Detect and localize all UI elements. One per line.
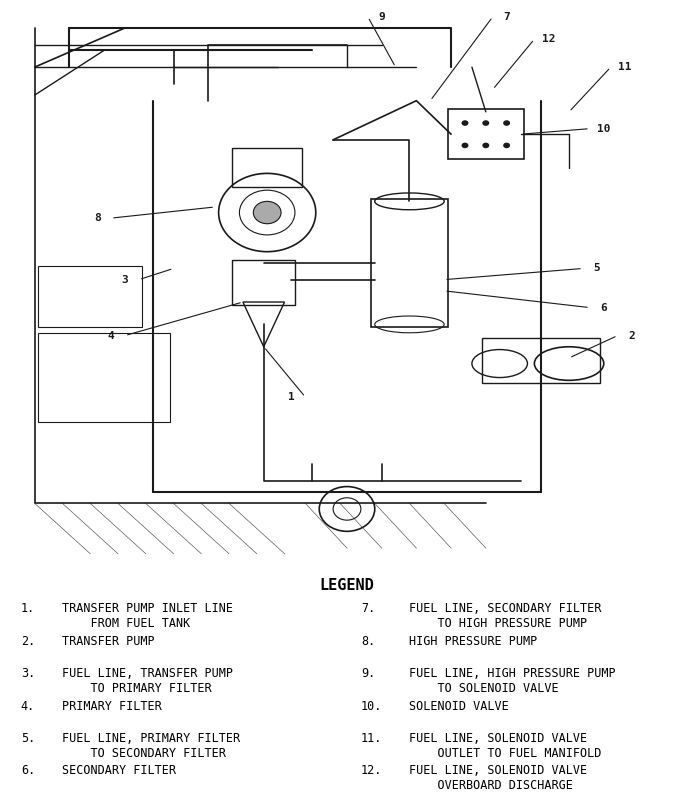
Text: FUEL LINE, HIGH PRESSURE PUMP
    TO SOLENOID VALVE: FUEL LINE, HIGH PRESSURE PUMP TO SOLENOI… (409, 667, 616, 695)
Text: TRANSFER PUMP INLET LINE
    FROM FUEL TANK: TRANSFER PUMP INLET LINE FROM FUEL TANK (62, 602, 233, 630)
Text: 1.: 1. (21, 602, 35, 615)
Text: LEGEND: LEGEND (320, 578, 374, 594)
Text: 8.: 8. (361, 634, 375, 648)
Text: 1: 1 (288, 392, 295, 402)
Text: 10: 10 (597, 124, 611, 133)
Text: FUEL LINE, SOLENOID VALVE
    OVERBOARD DISCHARGE: FUEL LINE, SOLENOID VALVE OVERBOARD DISC… (409, 764, 588, 793)
Text: 5: 5 (593, 264, 600, 273)
Text: FUEL LINE, PRIMARY FILTER
    TO SECONDARY FILTER: FUEL LINE, PRIMARY FILTER TO SECONDARY F… (62, 732, 241, 760)
Text: 12: 12 (541, 34, 555, 44)
Circle shape (253, 201, 281, 224)
Text: 4.: 4. (21, 700, 35, 713)
Text: 6.: 6. (21, 764, 35, 777)
Text: 3: 3 (121, 275, 128, 284)
Circle shape (482, 120, 489, 126)
Circle shape (462, 120, 468, 126)
Text: SECONDARY FILTER: SECONDARY FILTER (62, 764, 176, 777)
Text: 3.: 3. (21, 667, 35, 680)
Text: 6: 6 (600, 303, 607, 312)
Text: 2: 2 (628, 331, 635, 340)
Text: 2.: 2. (21, 634, 35, 648)
Text: FUEL LINE, SECONDARY FILTER
    TO HIGH PRESSURE PUMP: FUEL LINE, SECONDARY FILTER TO HIGH PRES… (409, 602, 602, 630)
Text: 9: 9 (378, 12, 385, 22)
Text: 5.: 5. (21, 732, 35, 745)
Circle shape (462, 143, 468, 149)
Polygon shape (243, 302, 285, 347)
Text: SOLENOID VALVE: SOLENOID VALVE (409, 700, 509, 713)
Text: 4: 4 (108, 331, 115, 340)
Text: TRANSFER PUMP: TRANSFER PUMP (62, 634, 155, 648)
Text: FUEL LINE, TRANSFER PUMP
    TO PRIMARY FILTER: FUEL LINE, TRANSFER PUMP TO PRIMARY FILT… (62, 667, 233, 695)
Text: 8: 8 (94, 213, 101, 223)
Text: 7: 7 (503, 12, 510, 22)
Text: 9.: 9. (361, 667, 375, 680)
Text: 12.: 12. (361, 764, 382, 777)
Circle shape (503, 143, 510, 149)
Text: 7.: 7. (361, 602, 375, 615)
Text: HIGH PRESSURE PUMP: HIGH PRESSURE PUMP (409, 634, 538, 648)
Circle shape (482, 143, 489, 149)
Text: FUEL LINE, SOLENOID VALVE
    OUTLET TO FUEL MANIFOLD: FUEL LINE, SOLENOID VALVE OUTLET TO FUEL… (409, 732, 602, 760)
Text: 11: 11 (618, 62, 632, 72)
Text: 10.: 10. (361, 700, 382, 713)
Text: PRIMARY FILTER: PRIMARY FILTER (62, 700, 162, 713)
Text: 11.: 11. (361, 732, 382, 745)
Circle shape (503, 120, 510, 126)
